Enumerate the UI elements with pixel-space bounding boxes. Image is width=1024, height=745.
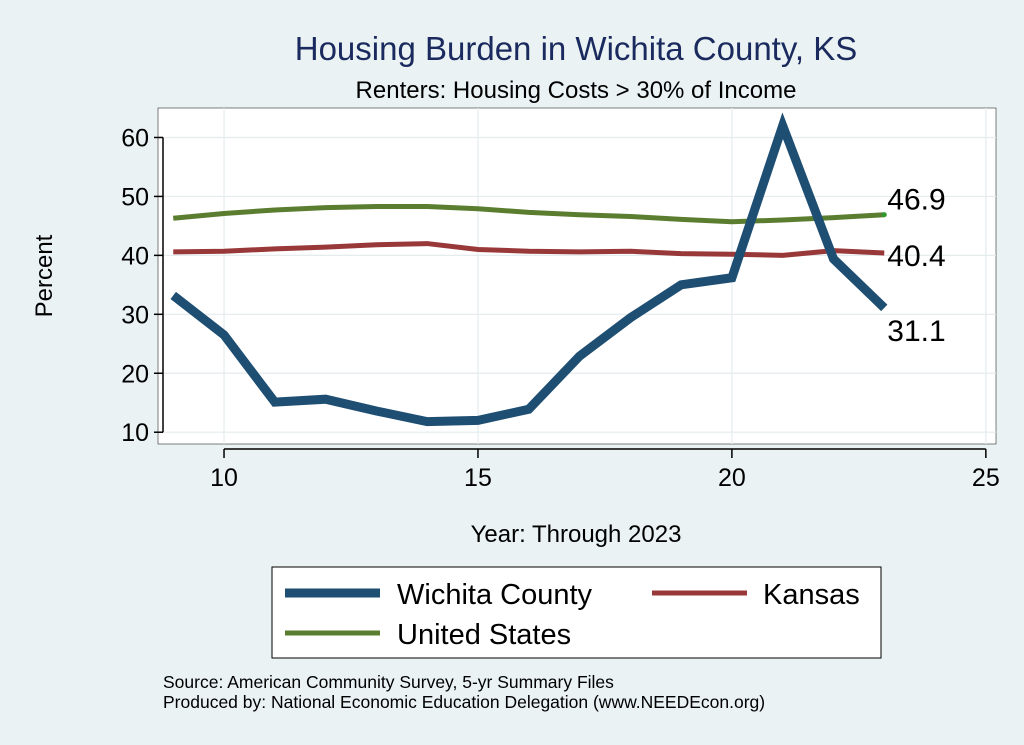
y-tick-label-50: 50 xyxy=(121,183,149,211)
source-note: Source: American Community Survey, 5-yr … xyxy=(163,672,614,692)
legend-label-kansas: Kansas xyxy=(763,579,860,611)
end-label-kansas: 40.4 xyxy=(887,240,945,273)
legend-label-united-states: United States xyxy=(397,619,571,651)
y-axis-title: Percent xyxy=(31,234,58,317)
legend-box xyxy=(271,566,882,659)
series-line-wichita-county xyxy=(170,112,888,427)
x-tick-label-15: 15 xyxy=(464,464,492,492)
chart-subtitle: Renters: Housing Costs > 30% of Income xyxy=(356,77,797,104)
series-line-united-states xyxy=(173,203,885,225)
end-label-wichita-county: 31.1 xyxy=(887,315,945,348)
plot-area xyxy=(157,107,997,445)
axes xyxy=(162,137,986,450)
series-line-kansas xyxy=(173,241,885,258)
grid xyxy=(158,108,996,444)
x-tick-label-10: 10 xyxy=(210,464,238,492)
x-tick-label-20: 20 xyxy=(718,464,746,492)
y-tick-label-40: 40 xyxy=(121,242,149,270)
y-tick-label-30: 30 xyxy=(121,301,149,329)
y-tick-label-10: 10 xyxy=(121,419,149,447)
end-point-united-states xyxy=(881,212,887,218)
legend-label-wichita-county: Wichita County xyxy=(397,579,593,611)
series xyxy=(170,112,888,427)
ticks: 10 20 30 40 50 60 10 15 20 25 xyxy=(121,124,1000,492)
y-tick-label-20: 20 xyxy=(121,360,149,388)
produced-by-note: Produced by: National Economic Education… xyxy=(163,692,765,712)
x-axis-title: Year: Through 2023 xyxy=(471,521,682,548)
end-label-united-states: 46.9 xyxy=(887,184,945,217)
y-tick-label-60: 60 xyxy=(121,124,149,152)
chart-title: Housing Burden in Wichita County, KS xyxy=(295,30,858,67)
end-labels: 31.1 40.4 46.9 xyxy=(881,184,946,348)
x-tick-label-25: 25 xyxy=(972,464,1000,492)
legend: Wichita County Kansas United States xyxy=(271,566,882,659)
